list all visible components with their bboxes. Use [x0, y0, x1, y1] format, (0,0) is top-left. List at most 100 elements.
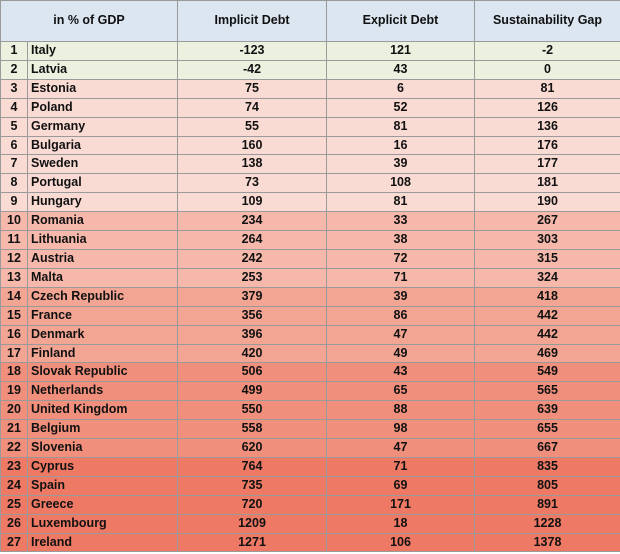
table-row: 27 Ireland 1271 106 1378 — [0, 532, 620, 553]
value-cell: 1378 — [474, 532, 620, 553]
value-cell: 49 — [326, 343, 475, 364]
value-cell: 506 — [177, 362, 327, 383]
value-cell: 324 — [474, 267, 620, 288]
table-row: 17 Finland 420 49 469 — [0, 343, 620, 364]
value-cell: 52 — [326, 97, 475, 118]
rank-cell: 19 — [0, 381, 28, 402]
rank-cell: 3 — [0, 78, 28, 99]
value-cell: 126 — [474, 97, 620, 118]
value-cell: 234 — [177, 211, 327, 232]
rank-cell: 15 — [0, 305, 28, 326]
value-cell: 558 — [177, 419, 327, 440]
table-row: 2 Latvia -42 43 0 — [0, 59, 620, 80]
country-cell: Netherlands — [27, 381, 178, 402]
country-cell: Austria — [27, 248, 178, 269]
country-cell: Lithuania — [27, 230, 178, 250]
country-cell: Malta — [27, 267, 178, 288]
value-cell: 253 — [177, 267, 327, 288]
rank-cell: 23 — [0, 456, 28, 477]
value-cell: 160 — [177, 135, 327, 156]
value-cell: 138 — [177, 154, 327, 175]
country-cell: Finland — [27, 343, 178, 364]
rank-cell: 22 — [0, 438, 28, 458]
value-cell: 55 — [177, 116, 327, 137]
rank-cell: 14 — [0, 286, 28, 307]
value-cell: 71 — [326, 267, 475, 288]
value-cell: 303 — [474, 230, 620, 250]
value-cell: 805 — [474, 475, 620, 496]
value-cell: 177 — [474, 154, 620, 175]
table-row: 3 Estonia 75 6 81 — [0, 78, 620, 99]
rank-cell: 11 — [0, 230, 28, 250]
rank-cell: 12 — [0, 248, 28, 269]
value-cell: 88 — [326, 400, 475, 421]
table-body: 1 Italy -123 121 -2 2 Latvia -42 43 0 3 Estonia 75 6 8… — [0, 41, 620, 553]
value-cell: 136 — [474, 116, 620, 137]
country-cell: Czech Republic — [27, 286, 178, 307]
header-cell: Implicit Debt — [177, 0, 327, 42]
table-row: 11 Lithuania 264 38 303 — [0, 230, 620, 250]
value-cell: 38 — [326, 230, 475, 250]
country-cell: United Kingdom — [27, 400, 178, 421]
value-cell: -42 — [177, 59, 327, 80]
country-cell: Greece — [27, 494, 178, 515]
country-cell: Latvia — [27, 59, 178, 80]
country-cell: Luxembourg — [27, 513, 178, 534]
value-cell: 420 — [177, 343, 327, 364]
country-cell: Slovenia — [27, 438, 178, 458]
value-cell: 39 — [326, 154, 475, 175]
rank-cell: 27 — [0, 532, 28, 553]
value-cell: 499 — [177, 381, 327, 402]
value-cell: 181 — [474, 173, 620, 194]
value-cell: 442 — [474, 305, 620, 326]
value-cell: 71 — [326, 456, 475, 477]
value-cell: -123 — [177, 41, 327, 61]
table-row: 4 Poland 74 52 126 — [0, 97, 620, 118]
table-row: 13 Malta 253 71 324 — [0, 267, 620, 288]
table-row: 21 Belgium 558 98 655 — [0, 419, 620, 440]
country-cell: France — [27, 305, 178, 326]
rank-cell: 2 — [0, 59, 28, 80]
rank-cell: 13 — [0, 267, 28, 288]
value-cell: 1228 — [474, 513, 620, 534]
value-cell: 1271 — [177, 532, 327, 553]
value-cell: 550 — [177, 400, 327, 421]
value-cell: 73 — [177, 173, 327, 194]
country-cell: Portugal — [27, 173, 178, 194]
value-cell: 379 — [177, 286, 327, 307]
table-row: 9 Hungary 109 81 190 — [0, 192, 620, 213]
table-row: 5 Germany 55 81 136 — [0, 116, 620, 137]
value-cell: 720 — [177, 494, 327, 515]
value-cell: 106 — [326, 532, 475, 553]
value-cell: 356 — [177, 305, 327, 326]
country-cell: Italy — [27, 41, 178, 61]
rank-cell: 6 — [0, 135, 28, 156]
rank-cell: 24 — [0, 475, 28, 496]
country-cell: Ireland — [27, 532, 178, 553]
value-cell: 43 — [326, 59, 475, 80]
table-row: 24 Spain 735 69 805 — [0, 475, 620, 496]
value-cell: 81 — [326, 192, 475, 213]
value-cell: 667 — [474, 438, 620, 458]
value-cell: 98 — [326, 419, 475, 440]
country-cell: Bulgaria — [27, 135, 178, 156]
value-cell: 33 — [326, 211, 475, 232]
value-cell: 264 — [177, 230, 327, 250]
value-cell: 39 — [326, 286, 475, 307]
rank-cell: 16 — [0, 324, 28, 345]
value-cell: 620 — [177, 438, 327, 458]
header-cell: in % of GDP — [0, 0, 178, 42]
value-cell: -2 — [474, 41, 620, 61]
rank-cell: 9 — [0, 192, 28, 213]
table-row: 26 Luxembourg 1209 18 1228 — [0, 513, 620, 534]
country-cell: Spain — [27, 475, 178, 496]
value-cell: 190 — [474, 192, 620, 213]
value-cell: 47 — [326, 324, 475, 345]
value-cell: 835 — [474, 456, 620, 477]
value-cell: 176 — [474, 135, 620, 156]
value-cell: 69 — [326, 475, 475, 496]
table-row: 7 Sweden 138 39 177 — [0, 154, 620, 175]
table-row: 22 Slovenia 620 47 667 — [0, 438, 620, 458]
